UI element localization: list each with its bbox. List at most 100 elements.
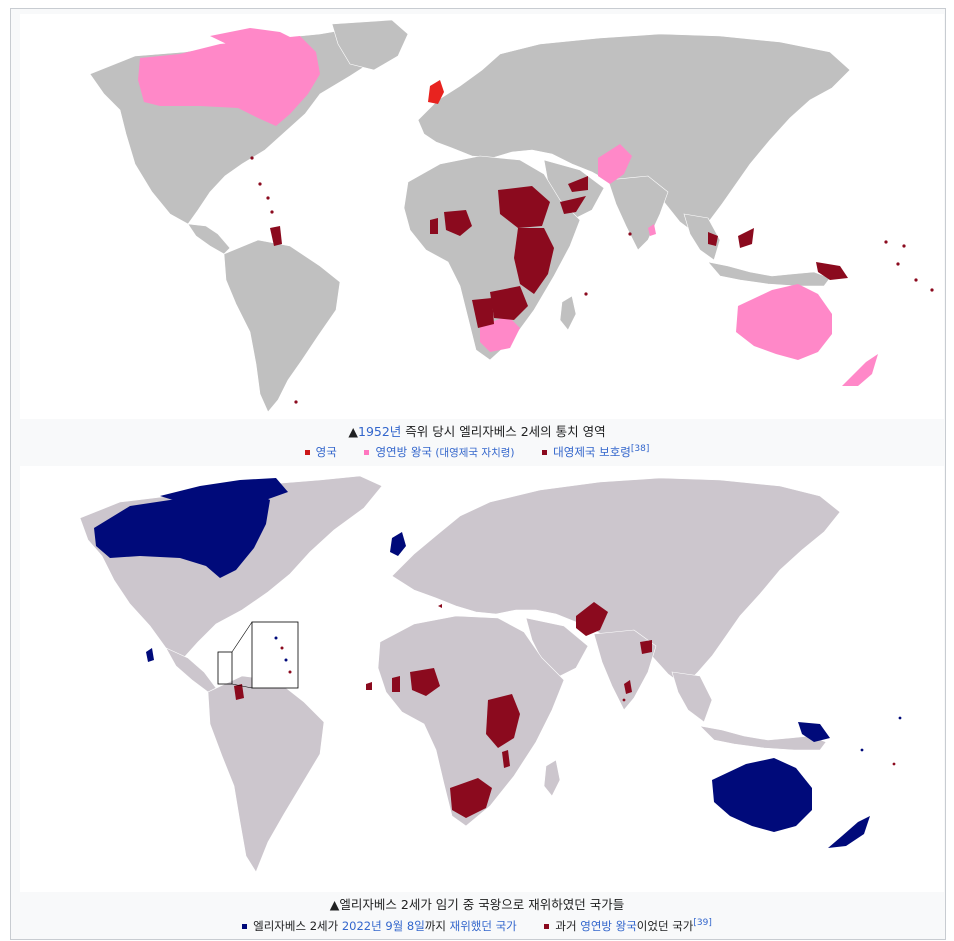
caribbean-inset bbox=[217, 621, 299, 689]
gold-coast bbox=[430, 218, 438, 234]
eurasia bbox=[391, 477, 841, 687]
world-map-1952 bbox=[89, 19, 934, 413]
malawi bbox=[502, 750, 510, 768]
island-dots bbox=[250, 156, 934, 404]
new-zealand bbox=[828, 816, 870, 848]
malaya bbox=[708, 232, 718, 246]
guiana bbox=[270, 226, 282, 246]
indonesia bbox=[707, 261, 831, 287]
dot bbox=[274, 636, 278, 640]
east-africa bbox=[514, 228, 554, 294]
realm-territories bbox=[138, 28, 878, 386]
dot bbox=[266, 196, 270, 200]
legend-item-current: 엘리자베스 2세가 2022년 9월 8일까지 재위했던 국가 bbox=[242, 919, 517, 933]
bechuanaland bbox=[472, 298, 494, 328]
reference-39[interactable]: [39] bbox=[693, 918, 712, 929]
caption-triangle: ▲ bbox=[329, 897, 340, 912]
arabia bbox=[525, 617, 589, 679]
dot bbox=[628, 232, 632, 236]
legend-reign-link[interactable]: 재위했던 국가 bbox=[449, 919, 517, 933]
dot bbox=[270, 210, 274, 214]
borneo bbox=[738, 228, 754, 248]
former-realms bbox=[234, 602, 652, 818]
uk bbox=[390, 532, 406, 556]
dot bbox=[250, 156, 254, 160]
dot bbox=[280, 646, 284, 650]
somaliland bbox=[560, 196, 586, 214]
map-2-legend: 엘리자베스 2세가 2022년 9월 8일까지 재위했던 국가 과거 영연방 왕… bbox=[10, 918, 944, 934]
africa bbox=[377, 615, 565, 827]
legend-former-text-1: 과거 bbox=[555, 919, 581, 933]
dot bbox=[294, 400, 298, 404]
india bbox=[593, 629, 657, 711]
swatch-navy bbox=[242, 924, 248, 929]
legend-link-realm[interactable]: 영연방 왕국 bbox=[375, 445, 433, 459]
dot bbox=[892, 762, 896, 766]
legend-realm-note[interactable]: (대영제국 자치령) bbox=[432, 447, 515, 459]
papua bbox=[816, 262, 848, 280]
madagascar bbox=[559, 295, 577, 331]
legend-link-protectorate[interactable]: 대영제국 보호령 bbox=[553, 445, 631, 459]
rhodesia bbox=[490, 286, 528, 320]
canada-arctic bbox=[210, 28, 300, 48]
dot bbox=[914, 278, 918, 282]
inset-line bbox=[231, 683, 253, 689]
south-africa bbox=[450, 778, 492, 818]
great-britain bbox=[428, 80, 444, 104]
caption-text: 즉위 당시 엘리자베스 2세의 통치 영역 bbox=[401, 424, 606, 439]
uk-territory bbox=[428, 80, 444, 104]
legend-current-text-2: 까지 bbox=[424, 919, 450, 933]
indonesia bbox=[699, 725, 827, 751]
legend-item-uk: 영국 bbox=[304, 445, 337, 459]
eurasia bbox=[417, 33, 851, 235]
dot bbox=[284, 658, 288, 662]
map-reign-countries[interactable] bbox=[20, 466, 944, 892]
papua-new-guinea bbox=[798, 722, 830, 742]
dot bbox=[860, 748, 864, 752]
map-2-caption: ▲엘리자베스 2세가 임기 중 국왕으로 재위하였던 국가들 bbox=[10, 894, 944, 913]
sri-lanka bbox=[624, 680, 632, 694]
reference-38[interactable]: [38] bbox=[630, 444, 650, 455]
legend-date-link[interactable]: 2022년 9월 8일 bbox=[341, 919, 425, 933]
belize bbox=[146, 648, 154, 662]
legend-realm-link[interactable]: 영연방 왕국 bbox=[580, 919, 637, 933]
south-america bbox=[223, 239, 341, 413]
pakistan bbox=[598, 144, 632, 184]
aden bbox=[568, 176, 588, 192]
pakistan bbox=[576, 602, 608, 636]
map-1-legend: 영국 영연방 왕국 (대영제국 자치령) 대영제국 보호령[38] bbox=[10, 444, 944, 460]
pacific-dots bbox=[622, 698, 902, 766]
swatch-pink bbox=[364, 450, 370, 455]
world-map-reign bbox=[79, 475, 902, 873]
ceylon bbox=[648, 224, 656, 236]
dot bbox=[902, 244, 906, 248]
inset-line bbox=[231, 621, 253, 653]
dot bbox=[884, 240, 888, 244]
legend-item-former: 과거 영연방 왕국이었던 국가[39] bbox=[544, 918, 712, 933]
swatch-maroon bbox=[542, 450, 548, 455]
sierra-leone bbox=[366, 682, 372, 690]
legend-link-uk[interactable]: 영국 bbox=[315, 445, 337, 459]
central-america bbox=[165, 647, 217, 693]
protectorate-territories bbox=[270, 176, 848, 328]
nigeria bbox=[444, 210, 472, 236]
bangladesh bbox=[640, 640, 652, 654]
swatch-red bbox=[304, 450, 310, 455]
legend-item-protectorate: 대영제국 보호령[38] bbox=[542, 444, 650, 459]
greenland bbox=[331, 19, 409, 71]
caption-text: 엘리자베스 2세가 임기 중 국왕으로 재위하였던 국가들 bbox=[339, 897, 625, 912]
map-1952-territories[interactable] bbox=[20, 14, 944, 419]
nigeria bbox=[410, 668, 440, 696]
year-1952-link[interactable]: 1952년 bbox=[358, 424, 402, 439]
kenya-uganda-tanzania bbox=[486, 694, 520, 748]
legend-item-realm: 영연방 왕국 (대영제국 자치령) bbox=[364, 445, 515, 459]
southeast-asia bbox=[683, 213, 721, 261]
central-america bbox=[187, 223, 231, 255]
dot bbox=[258, 182, 262, 186]
dot bbox=[898, 716, 902, 720]
dot bbox=[896, 262, 900, 266]
canada bbox=[138, 36, 320, 126]
south-america bbox=[207, 675, 325, 873]
australia bbox=[712, 758, 812, 832]
india bbox=[607, 175, 669, 251]
